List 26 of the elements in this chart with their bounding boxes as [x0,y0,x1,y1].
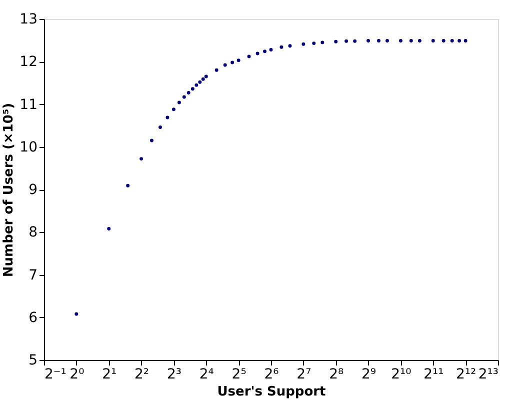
x-tick-label: 2⁹ [362,366,376,382]
y-tick-label: 8 [28,224,38,241]
y-tick-label: 9 [28,182,38,198]
x-tick-label: 2¹ [102,366,117,382]
x-tick-label: 2⁰ [70,366,85,382]
y-axis-title: Number of Users (×10⁵) [2,102,17,278]
x-tick-label: 2⁻¹ [44,366,66,382]
x-tick-label: 2³ [166,366,182,382]
y-tick-label: 7 [28,267,38,284]
y-tick-label: 10 [20,139,38,156]
y-tick-label: 5 [28,352,38,368]
x-tick-label: 2⁸ [329,366,344,382]
x-tick-label: 2⁶ [264,366,280,382]
x-tick-label: 2⁴ [199,366,214,382]
x-tick-label: 2¹⁰ [391,366,412,382]
x-axis-title: User's Support [217,384,326,400]
x-tick-label: 2² [134,366,150,382]
y-tick-label: 12 [20,54,38,70]
y-tick-label: 11 [20,96,38,113]
x-tick-label: 2¹¹ [424,366,444,382]
y-tick-label: 6 [28,310,38,326]
x-tick-label: 2¹² [456,366,476,382]
x-tick-label: 2⁵ [232,366,246,382]
x-tick-label: 2¹³ [478,366,498,382]
x-tick-label: 2⁷ [296,366,312,382]
y-tick-label: 13 [20,12,38,28]
